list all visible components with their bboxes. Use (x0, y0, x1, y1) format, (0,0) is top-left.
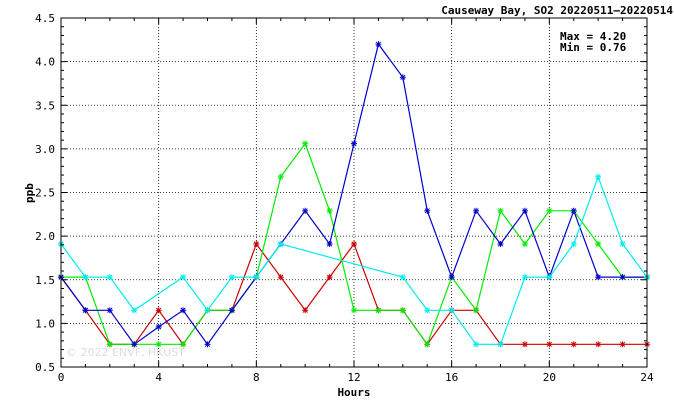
x-tick-label: 24 (640, 371, 654, 384)
data-point (521, 240, 528, 247)
x-tick-label: 12 (347, 371, 360, 384)
data-point (497, 341, 504, 348)
series-line-2 (60, 42, 647, 346)
data-point (277, 240, 284, 247)
y-tick-label: 0.5 (35, 361, 55, 374)
data-point (180, 307, 187, 314)
series-lines (60, 42, 648, 346)
data-point (595, 341, 602, 348)
series-markers (58, 41, 650, 348)
data-point (399, 274, 406, 281)
data-point (277, 274, 284, 281)
data-point (424, 207, 431, 214)
data-point (424, 307, 431, 314)
data-point (448, 307, 455, 314)
data-point (351, 307, 357, 314)
chart-title: Causeway Bay, SO2 20220511–20220514 (441, 4, 673, 17)
data-point (546, 274, 553, 281)
data-point (399, 74, 406, 81)
data-point (619, 240, 626, 247)
data-point (204, 341, 211, 348)
y-tick-label: 4.5 (35, 12, 55, 25)
data-point (155, 323, 162, 330)
series-line-3 (60, 175, 648, 345)
x-tick-label: 0 (58, 371, 65, 384)
data-point (131, 341, 138, 348)
data-point (375, 41, 382, 48)
data-point (595, 274, 602, 281)
data-point (619, 274, 626, 281)
data-point (326, 207, 333, 214)
y-tick-label: 2.0 (35, 230, 55, 243)
data-point (106, 307, 113, 314)
data-point (302, 307, 309, 314)
data-point (521, 274, 528, 281)
y-tick-label: 1.0 (35, 317, 55, 330)
data-point (228, 274, 235, 281)
min-annotation: Min = 0.76 (560, 41, 627, 54)
data-point (351, 240, 357, 247)
y-tick-label: 4.0 (35, 56, 55, 69)
data-point (497, 240, 504, 247)
x-tick-label: 4 (155, 371, 162, 384)
data-point (180, 341, 187, 348)
data-point (155, 307, 162, 314)
data-point (326, 274, 333, 281)
data-point (82, 307, 89, 314)
y-tick-label: 1.5 (35, 274, 55, 287)
data-point (546, 341, 553, 348)
data-point (570, 240, 577, 247)
data-point (399, 307, 406, 314)
x-tick-label: 8 (253, 371, 260, 384)
data-point (473, 307, 480, 314)
data-point (521, 207, 528, 214)
data-point (473, 341, 480, 348)
data-point (424, 341, 431, 348)
data-point (521, 341, 528, 348)
data-point (375, 307, 382, 314)
data-point (131, 307, 138, 314)
data-point (595, 240, 602, 247)
data-point (473, 207, 480, 214)
y-tick-label: 3.5 (35, 99, 55, 112)
data-point (595, 173, 602, 180)
data-point (106, 341, 113, 348)
data-point (82, 274, 89, 281)
grid-lines (61, 18, 647, 367)
data-point (302, 207, 309, 214)
data-point (106, 274, 113, 281)
data-point (253, 240, 260, 247)
x-axis-label: Hours (337, 386, 370, 399)
data-point (302, 140, 309, 147)
watermark: © 2022 ENVF, HKUST (66, 346, 185, 359)
data-point (180, 274, 187, 281)
data-point (546, 207, 553, 214)
data-point (253, 274, 260, 281)
data-point (619, 341, 626, 348)
data-point (204, 307, 211, 314)
data-point (228, 307, 235, 314)
data-point (277, 173, 284, 180)
x-tick-label: 16 (445, 371, 458, 384)
data-point (448, 274, 455, 281)
axis-ticks: 0 4 8 12 16 20 24 0.5 1.0 1.5 2.0 2.5 3.0 3.5 4.0 4.5 (35, 12, 654, 384)
data-point (326, 240, 333, 247)
max-annotation: Max = 4.20 (560, 30, 626, 43)
x-tick-label: 20 (543, 371, 556, 384)
y-tick-label: 3.0 (35, 143, 55, 156)
data-point (570, 341, 577, 348)
data-point (155, 341, 162, 348)
data-point (351, 140, 357, 147)
data-point (570, 207, 577, 214)
y-tick-label: 2.5 (35, 187, 55, 200)
data-point (497, 207, 504, 214)
y-axis-label: ppb (23, 183, 36, 203)
